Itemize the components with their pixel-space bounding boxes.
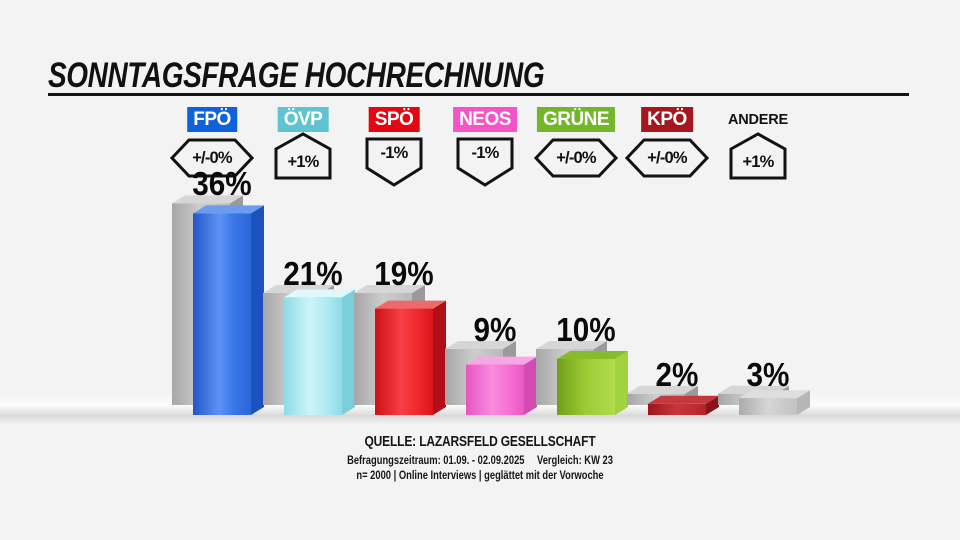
comparison-week: Vergleich: KW 23 — [536, 453, 613, 467]
change-badge-shape-up — [729, 132, 787, 180]
badge-outline — [170, 138, 254, 178]
value-label-andere: 3% — [746, 355, 790, 393]
value-label-spoe: 19% — [374, 255, 434, 292]
change-badge-andere: +1% — [729, 132, 787, 180]
value-label-gruene: 10% — [556, 311, 616, 348]
change-value: -1% — [471, 144, 500, 162]
prev-week-bar-top-face — [536, 341, 607, 349]
current-bar-top-face — [375, 300, 446, 309]
value-label-kpoe: 2% — [655, 355, 699, 393]
party-label-fpoe: FPÖ — [187, 107, 237, 132]
bar-group-kpoe — [627, 385, 719, 415]
source-line: QUELLE: LAZARSFELD GESELLSCHAFT — [364, 433, 596, 450]
badge-outline — [625, 138, 709, 178]
party-label-kpoe: KPÖ — [641, 107, 693, 132]
change-badge-spoe: -1% — [365, 137, 423, 187]
change-value: +/-0% — [556, 149, 596, 167]
current-bar-front-face — [739, 398, 797, 415]
change-badge-gruene: +/-0% — [534, 138, 618, 178]
change-value: -1% — [380, 144, 409, 162]
current-bar-top-face — [557, 351, 628, 359]
value-label-oevp: 21% — [283, 255, 343, 292]
party-label-gruene: GRÜNE — [536, 107, 616, 132]
current-bar-front-face — [284, 297, 342, 415]
bar-group-gruene — [536, 341, 628, 415]
prev-week-bar-top-face — [445, 341, 516, 349]
badge-outline — [729, 132, 787, 180]
page-title: SONNTAGSFRAGE HOCHRECHNUNG — [48, 56, 545, 95]
prev-week-bar-top-face — [354, 285, 425, 293]
survey-details-line: Befragungszeitraum: 01.09. - 02.09.2025 V… — [106, 453, 855, 467]
change-badge-shape-zero — [534, 138, 618, 178]
current-bar-front-face — [557, 359, 615, 415]
bar-group-andere — [718, 385, 810, 415]
badge-outline — [456, 137, 514, 187]
current-bar-side-face — [433, 300, 446, 415]
current-bar-side-face — [797, 390, 810, 415]
bar-group-neos — [445, 341, 537, 415]
change-value: +/-0% — [192, 149, 232, 167]
current-bar-front-face — [466, 364, 524, 415]
title-underline — [48, 93, 909, 96]
current-bar-side-face — [706, 395, 719, 415]
bar-group-spoe — [354, 285, 446, 415]
change-badge-shape-up — [274, 132, 332, 180]
current-bar-side-face — [615, 351, 628, 415]
current-bar-front-face — [648, 403, 706, 415]
party-label-neos: NEOS — [453, 107, 517, 132]
current-bar-top-face — [648, 395, 719, 404]
badge-outline — [274, 132, 332, 180]
party-label-oevp: ÖVP — [277, 107, 329, 132]
methodology-line: n= 2000 | Online Interviews | geglättet … — [356, 468, 604, 482]
change-badge-neos: -1% — [456, 137, 514, 187]
badge-outline — [365, 137, 423, 187]
current-bar-side-face — [342, 289, 355, 415]
current-bar-side-face — [524, 356, 537, 415]
bar-group-oevp — [263, 285, 355, 415]
change-badge-fpoe: +/-0% — [170, 138, 254, 178]
change-value: +1% — [287, 153, 319, 171]
value-label-neos: 9% — [473, 311, 517, 348]
bar-group-fpoe — [172, 195, 264, 415]
source-block: QUELLE: LAZARSFELD GESELLSCHAFT Befragun… — [0, 433, 960, 482]
badge-outline — [534, 138, 618, 178]
current-bar-top-face — [193, 205, 264, 214]
survey-period: Befragungszeitraum: 01.09. - 02.09.2025 — [347, 453, 525, 467]
party-label-spoe: SPÖ — [368, 107, 420, 132]
current-bar-top-face — [739, 390, 810, 399]
change-badge-shape-zero — [625, 138, 709, 178]
change-badge-kpoe: +/-0% — [625, 138, 709, 178]
current-bar-top-face — [466, 356, 537, 365]
change-badge-shape-down — [365, 137, 423, 187]
change-badge-oevp: +1% — [274, 132, 332, 180]
change-badge-shape-down — [456, 137, 514, 187]
change-badge-shape-zero — [170, 138, 254, 178]
prev-week-bar-top-face — [172, 195, 243, 204]
current-bar-front-face — [375, 308, 433, 415]
prev-week-bar-top-face — [627, 385, 698, 394]
party-label-andere: ANDERE — [727, 112, 789, 128]
change-value: +/-0% — [647, 149, 687, 167]
current-bar-front-face — [193, 213, 251, 415]
change-value: +1% — [742, 153, 774, 171]
value-label-fpoe: 36% — [192, 165, 252, 203]
current-bar-side-face — [251, 205, 264, 415]
current-bar-top-face — [284, 289, 355, 298]
